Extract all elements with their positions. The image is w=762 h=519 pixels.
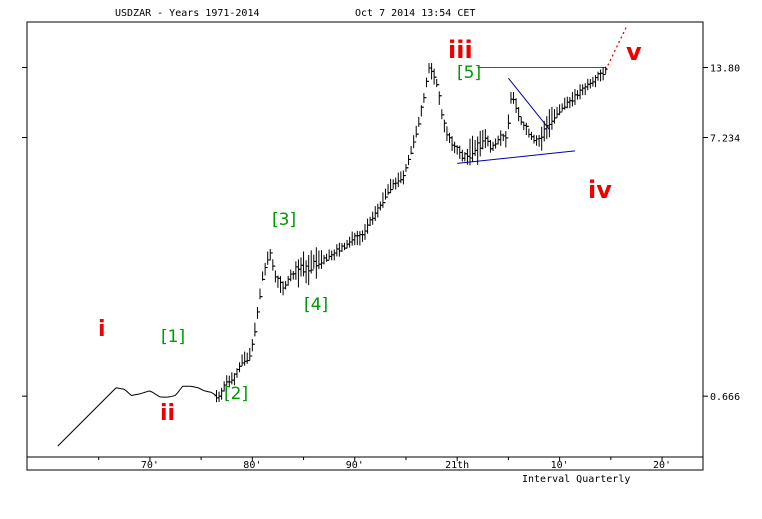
x-tick-label: 20' bbox=[653, 460, 671, 471]
wave-v-projection bbox=[605, 27, 627, 71]
x-tick-label: 10' bbox=[551, 460, 569, 471]
y-tick-label: 0.666 bbox=[710, 392, 740, 403]
y-tick-label: 7.234 bbox=[710, 134, 740, 145]
wave-label-i: i bbox=[98, 317, 106, 342]
annotation-lines bbox=[457, 27, 627, 164]
x-tick-label: 90' bbox=[346, 460, 364, 471]
chart-title: USDZAR - Years 1971-2014 bbox=[115, 8, 260, 19]
interval-label: Interval Quarterly bbox=[522, 474, 630, 485]
chart-timestamp: Oct 7 2014 13:54 CET bbox=[355, 8, 475, 19]
wave-label-v: v bbox=[626, 38, 642, 66]
x-axis-band bbox=[26, 456, 704, 471]
price-line-1960s-70s bbox=[116, 385, 217, 398]
wave-label-5: [5] bbox=[457, 63, 481, 83]
price-series bbox=[57, 62, 608, 447]
x-tick-label: 21th bbox=[445, 460, 469, 471]
wave-label-iv: iv bbox=[588, 176, 612, 204]
x-tick-label: 70' bbox=[141, 460, 159, 471]
wave-label-iii: iii bbox=[448, 36, 473, 64]
wave-label-4: [4] bbox=[304, 295, 328, 315]
wave-label-ii: ii bbox=[160, 401, 175, 426]
wave-label-2: [2] bbox=[224, 384, 248, 404]
triangle-upper-line bbox=[508, 77, 550, 130]
axis-ticks: 70' 80' 90' 21th 10' 20' 13.80 7.234 0.666 bbox=[22, 64, 740, 471]
price-line-early bbox=[57, 387, 117, 447]
wave-label-3: [3] bbox=[272, 210, 296, 230]
wave-label-1: [1] bbox=[161, 327, 185, 347]
y-tick-label: 13.80 bbox=[710, 64, 740, 75]
triangle-lower-line bbox=[457, 150, 576, 164]
x-tick-label: 80' bbox=[243, 460, 261, 471]
